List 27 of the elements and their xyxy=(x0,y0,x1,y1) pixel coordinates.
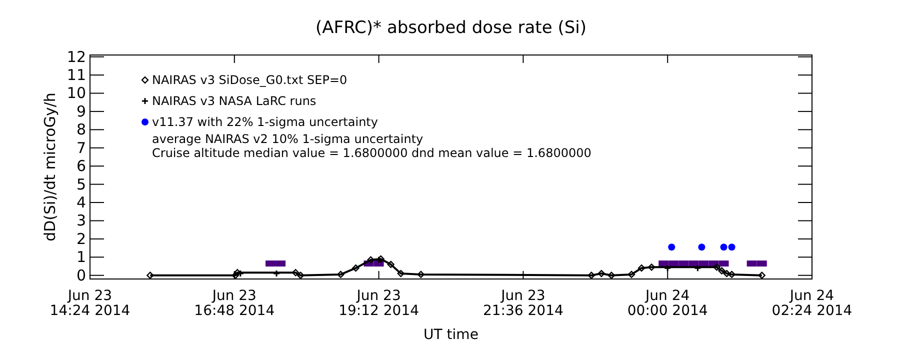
y-tick-label: 5 xyxy=(76,175,86,194)
y-tick-label: 7 xyxy=(76,138,86,157)
y-axis-title: dD(Si)/dt microGy/h xyxy=(41,92,59,242)
legend-label: NAIRAS v3 NASA LaRC runs xyxy=(152,94,316,108)
x-tick-label: Jun 24 00:00 2014 xyxy=(627,288,708,319)
y-tick-label: 9 xyxy=(76,102,86,120)
y-tick-label: 6 xyxy=(76,157,86,176)
x-tick-label: Jun 24 02:24 2014 xyxy=(772,288,852,319)
x-tick-label: Jun 23 16:48 2014 xyxy=(194,288,275,319)
y-tick-label: 8 xyxy=(76,120,86,139)
annotation: average NAIRAS v2 10% 1-sigma uncertainty xyxy=(152,132,424,146)
x-tick-label: Jun 23 14:24 2014 xyxy=(50,288,130,319)
legend-label: NAIRAS v3 SiDose_G0.txt SEP=0 xyxy=(152,73,348,87)
legend-label: v11.37 with 22% 1-sigma uncertainty xyxy=(152,115,378,129)
y-tick-label: 12 xyxy=(66,48,86,66)
y-tick-label: 3 xyxy=(76,212,86,230)
x-axis-title: UT time xyxy=(424,327,478,343)
y-tick-label: 1 xyxy=(76,248,86,266)
x-tick-label: Jun 23 21:36 2014 xyxy=(482,288,564,319)
y-tick-label: 4 xyxy=(76,194,86,212)
chart-title: (AFRC)* absorbed dose rate (Si) xyxy=(316,18,586,38)
y-tick-label: 11 xyxy=(66,66,86,84)
x-tick-label: Jun 23 19:12 2014 xyxy=(338,288,420,319)
annotation: Cruise altitude median value = 1.6800000 dnd mean value = 1.6800000 xyxy=(152,146,592,160)
y-tick-label: 0 xyxy=(76,266,86,284)
y-tick-label: 10 xyxy=(66,84,86,102)
y-tick-label: 2 xyxy=(76,230,86,248)
